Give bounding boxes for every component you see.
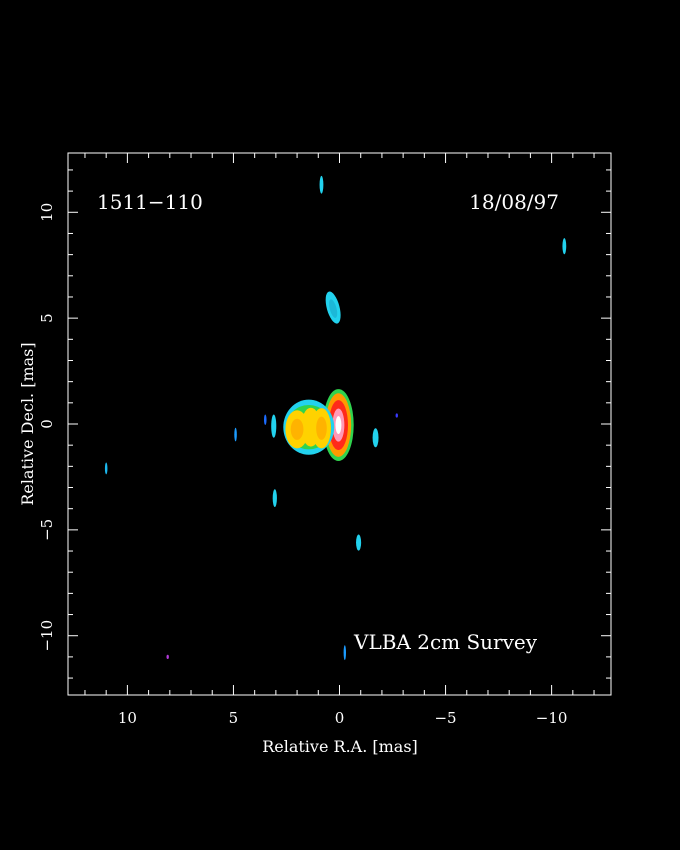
emission-blob-north-inner — [329, 299, 338, 318]
emission-blob-e1 — [271, 414, 277, 438]
emission-knot-3-center — [290, 418, 304, 440]
emission-blob-top-right — [562, 238, 567, 255]
x-tick-label: 5 — [229, 709, 239, 727]
y-tick-label: 0 — [38, 419, 56, 429]
x-tick-label: −5 — [434, 709, 456, 727]
y-tick-label: 5 — [38, 313, 56, 323]
y-axis-label: Relative Decl. [mas] — [18, 342, 37, 505]
axis-tick-labels: 10 5 0 −5 −10 10 5 0 −5 −10 — [38, 203, 567, 727]
source-name-label: 1511−110 — [97, 190, 203, 214]
observation-date-label: 18/08/97 — [469, 190, 559, 214]
emission-blob-s3 — [343, 645, 347, 661]
y-tick-label: −5 — [38, 519, 56, 541]
x-axis-label: Relative R.A. [mas] — [262, 737, 418, 756]
survey-label: VLBA 2cm Survey — [353, 630, 538, 654]
axis-ticks — [68, 153, 611, 695]
x-tick-label: −10 — [536, 709, 568, 727]
emission-blob-s2 — [356, 534, 362, 551]
emission-core-white — [335, 416, 342, 434]
x-tick-label: 10 — [118, 709, 137, 727]
source-emission — [104, 175, 567, 661]
y-tick-label: −10 — [38, 620, 56, 652]
y-tick-label: 10 — [38, 203, 56, 222]
emission-blob-s1 — [272, 489, 277, 507]
emission-blob-e2 — [263, 414, 267, 426]
x-tick-label: 0 — [335, 709, 345, 727]
emission-blob-w1 — [372, 428, 379, 448]
emission-blob-w2 — [395, 413, 398, 418]
emission-blob-far-left — [104, 462, 108, 475]
emission-knot-1-center — [316, 416, 327, 440]
emission-blob-sw — [166, 654, 169, 660]
emission-blob-top — [319, 175, 324, 194]
emission-blob-e3 — [234, 427, 237, 442]
